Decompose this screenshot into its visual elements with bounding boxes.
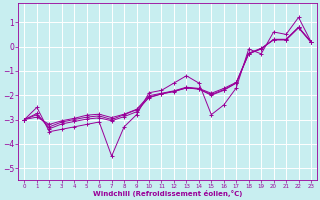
X-axis label: Windchill (Refroidissement éolien,°C): Windchill (Refroidissement éolien,°C) [93,190,242,197]
